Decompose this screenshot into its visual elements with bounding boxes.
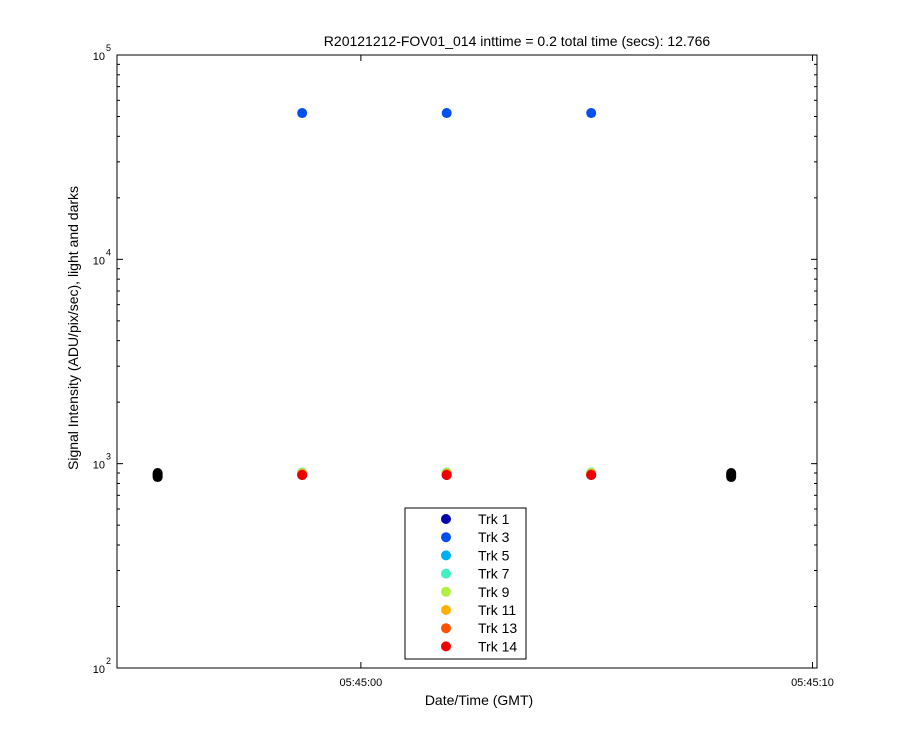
dark-point [152,468,163,479]
y-tick-label: 10 [93,51,105,63]
legend-label: Trk 7 [478,566,510,582]
legend-label: Trk 9 [478,584,510,600]
legend-marker [441,605,451,615]
legend-marker [441,586,451,597]
legend: Trk 1 Trk 3 Trk 5 Trk 7 Trk 9 Trk 11 Trk 13 Trk… [404,507,527,660]
legend-marker [441,623,451,634]
y-tick-exponent: 2 [106,656,111,666]
y-tick-exponent: 5 [106,43,111,53]
legend-label: Trk 14 [478,638,517,654]
chart-title: R20121212-FOV01_014 inttime = 0.2 total … [324,33,711,49]
legend-box [404,507,527,660]
data-point [586,108,597,119]
legend-label: Trk 13 [478,620,517,636]
data-point [441,470,452,481]
y-tick-exponent: 3 [106,452,111,462]
x-tick-label: 05:45:00 [339,677,382,689]
legend-label: Trk 3 [478,529,510,545]
y-tick-label: 10 [93,255,105,267]
dark-point [726,468,737,479]
legend-marker [441,532,451,543]
data-point [297,108,308,119]
legend-marker [441,550,451,561]
y-axis-label: Signal Intensity (ADU/pix/sec), light an… [65,186,81,470]
x-tick-label: 05:45:10 [791,677,834,689]
legend-marker [441,514,451,524]
data-point [441,108,452,119]
y-tick-exponent: 4 [106,247,111,257]
y-tick-label: 10 [93,460,105,472]
legend-marker [441,568,451,579]
legend-marker [441,641,451,652]
legend-label: Trk 1 [478,511,510,527]
legend-label: Trk 11 [478,602,516,618]
data-point [586,470,597,481]
data-point [297,470,308,481]
data-points [152,108,737,483]
x-axis-label: Date/Time (GMT) [425,692,533,708]
y-tick-label: 10 [93,664,105,676]
legend-label: Trk 5 [478,547,510,563]
